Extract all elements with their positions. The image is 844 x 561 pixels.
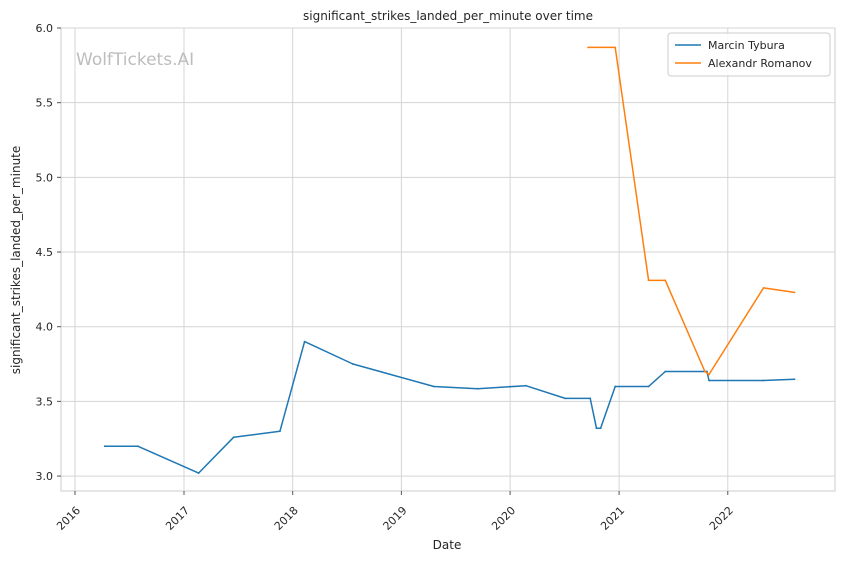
data-point-marcin-tybura <box>589 397 592 400</box>
data-point-marcin-tybura <box>103 445 106 448</box>
legend-label-marcin-tybura: Marcin Tybura <box>708 39 785 52</box>
data-point-alexandr-romanov <box>664 279 667 282</box>
data-point-marcin-tybura <box>564 397 567 400</box>
series-line-alexandr-romanov <box>588 46 795 376</box>
y-tick-label: 3.0 <box>36 470 54 483</box>
data-point-marcin-tybura <box>599 427 602 430</box>
legend-box <box>667 32 831 77</box>
data-point-marcin-tybura <box>708 379 710 382</box>
x-tick-label: 2020 <box>489 504 518 533</box>
x-tick-label: 2022 <box>707 504 736 533</box>
data-point-marcin-tybura <box>524 384 527 387</box>
data-point-marcin-tybura <box>232 436 235 439</box>
y-tick-label: 4.5 <box>36 246 54 259</box>
x-tick-label: 2018 <box>272 504 301 533</box>
y-tick-label: 5.0 <box>36 171 54 184</box>
y-axis-ticks: 3.0 3.5 4.0 4.5 5.0 5.5 6.0 <box>36 22 61 483</box>
x-axis-ticks: 2016 2017 2018 2019 2020 2021 2022 <box>54 491 736 533</box>
data-point-marcin-tybura <box>762 379 765 382</box>
data-point-marcin-tybura <box>476 387 479 390</box>
data-point-marcin-tybura <box>136 445 139 448</box>
data-point-marcin-tybura <box>432 385 435 388</box>
data-point-marcin-tybura <box>793 378 796 381</box>
data-point-marcin-tybura <box>647 385 650 388</box>
y-axis-label: significant_strikes_landed_per_minute <box>9 146 23 375</box>
legend: Marcin Tybura Alexandr Romanov <box>667 32 831 77</box>
y-tick-label: 3.5 <box>36 395 54 408</box>
data-point-marcin-tybura <box>197 472 200 474</box>
y-tick-label: 6.0 <box>36 22 54 35</box>
data-point-alexandr-romanov <box>762 286 765 289</box>
data-point-marcin-tybura <box>614 385 617 388</box>
watermark: WolfTickets.AI <box>76 50 194 70</box>
data-point-marcin-tybura <box>351 363 354 365</box>
x-tick-label: 2021 <box>598 504 627 533</box>
x-tick-label: 2019 <box>381 504 410 533</box>
y-tick-label: 5.5 <box>36 97 54 110</box>
data-point-marcin-tybura <box>595 427 598 430</box>
legend-label-alexandr-romanov: Alexandr Romanov <box>708 57 812 70</box>
y-tick-label: 4.0 <box>36 321 54 334</box>
data-point-alexandr-romanov <box>587 46 590 49</box>
x-tick-label: 2017 <box>163 504 192 533</box>
series-layer <box>103 46 796 474</box>
data-point-alexandr-romanov <box>647 279 650 282</box>
x-axis-label: Date <box>433 538 462 552</box>
plot-area <box>60 27 836 492</box>
data-point-alexandr-romanov <box>703 370 706 373</box>
grid-lines <box>61 27 835 491</box>
x-tick-label: 2016 <box>54 504 83 533</box>
data-point-marcin-tybura <box>664 370 667 373</box>
chart-title: significant_strikes_landed_per_minute ov… <box>303 9 593 23</box>
data-point-marcin-tybura <box>278 430 281 433</box>
data-point-alexandr-romanov <box>793 291 796 294</box>
data-point-alexandr-romanov <box>708 373 710 376</box>
data-point-marcin-tybura <box>303 340 306 343</box>
data-point-alexandr-romanov <box>614 46 617 49</box>
